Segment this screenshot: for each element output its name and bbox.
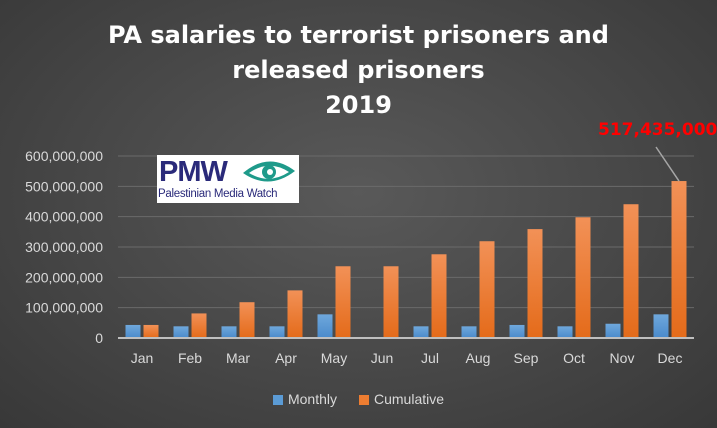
bar-monthly-mar (221, 326, 237, 338)
bar-cumulative-mar (239, 302, 255, 338)
pmw-logo: PMW Palestinian Media Watch (157, 155, 299, 203)
chart-title: PA salaries to terrorist prisoners and r… (0, 18, 717, 123)
bar-cumulative-dec (671, 181, 687, 338)
y-tick-label: 400,000,000 (25, 209, 103, 225)
bar-monthly-jul (413, 326, 429, 338)
x-tick-label: Sep (514, 350, 539, 366)
bar-cumulative-jun (383, 266, 399, 338)
bar-cumulative-may (335, 266, 351, 338)
legend-cumulative: Cumulative (359, 391, 444, 407)
bar-cumulative-jan (143, 324, 159, 338)
legend-monthly: Monthly (272, 391, 337, 407)
y-tick-label: 600,000,000 (25, 148, 103, 164)
bar-monthly-jan (125, 324, 141, 338)
bar-monthly-oct (557, 326, 573, 338)
bar-monthly-sep (509, 324, 525, 338)
logo-text: PMW (159, 156, 228, 188)
bar-monthly-aug (461, 326, 477, 338)
bar-cumulative-apr (287, 290, 303, 338)
x-tick-label: Apr (275, 350, 297, 366)
title-text: PA salaries to terrorist prisoners and r… (108, 21, 609, 84)
eye-icon (243, 161, 295, 182)
annotation-leader-line (655, 146, 680, 182)
legend-label: Cumulative (374, 391, 445, 407)
legend-swatch-monthly (272, 395, 283, 405)
bar-monthly-dec (653, 314, 669, 338)
legend-label: Monthly (287, 391, 337, 407)
x-tick-label: Jul (421, 350, 439, 366)
x-tick-label: Aug (466, 350, 491, 366)
bar-monthly-feb (173, 326, 189, 338)
logo-subtitle: Palestinian Media Watch (158, 188, 278, 200)
x-tick-label: Jun (371, 350, 394, 366)
x-tick-label: Jan (131, 350, 154, 366)
bar-monthly-may (317, 314, 333, 338)
bar-cumulative-sep (527, 229, 543, 338)
y-tick-label: 100,000,000 (25, 300, 103, 316)
y-tick-label: 200,000,000 (25, 269, 103, 285)
x-tick-label: May (321, 350, 347, 366)
x-tick-label: Nov (610, 350, 635, 366)
annotation-label: 517,435,000 (598, 120, 717, 140)
legend-swatch-cumulative (359, 395, 369, 405)
x-tick-label: Feb (178, 350, 202, 366)
bar-cumulative-jul (431, 254, 447, 338)
bar-cumulative-feb (191, 313, 207, 338)
y-tick-label: 0 (95, 330, 103, 346)
bar-cumulative-aug (479, 241, 495, 338)
subtitle-text: 2019 (325, 91, 392, 119)
y-tick-label: 500,000,000 (25, 178, 103, 194)
bar-monthly-nov (605, 323, 621, 338)
x-tick-label: Oct (563, 350, 585, 366)
bar-monthly-apr (269, 326, 285, 338)
legend: Monthly Cumulative (0, 391, 717, 407)
bar-cumulative-nov (623, 204, 639, 338)
x-tick-label: Dec (658, 350, 683, 366)
x-tick-label: Mar (226, 350, 250, 366)
y-tick-label: 300,000,000 (25, 239, 103, 255)
bar-cumulative-oct (575, 217, 591, 338)
